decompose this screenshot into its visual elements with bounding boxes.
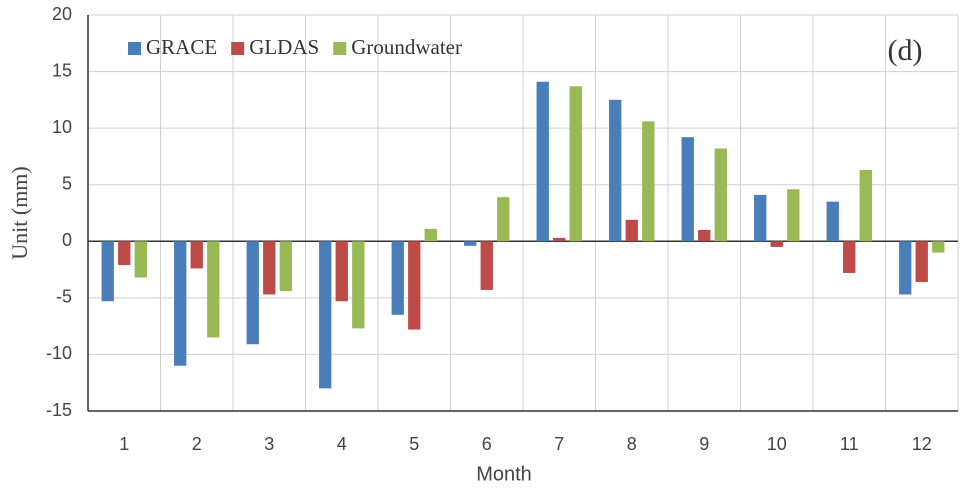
bar <box>335 241 348 302</box>
bar <box>391 241 404 315</box>
bar <box>681 137 694 242</box>
x-tick-label: 12 <box>912 434 932 454</box>
bar <box>190 241 203 269</box>
bar <box>279 241 292 292</box>
bar <box>642 121 655 242</box>
x-tick-label: 4 <box>337 434 347 454</box>
bar <box>174 241 187 366</box>
bar <box>609 99 622 242</box>
y-tick-label: 0 <box>62 230 72 250</box>
legend-label: GLDAS <box>249 35 319 59</box>
bar <box>424 228 437 242</box>
bar <box>915 241 928 283</box>
x-tick-label: 6 <box>482 434 492 454</box>
bar <box>134 241 147 278</box>
bar <box>826 201 839 242</box>
x-tick-label: 11 <box>840 434 859 454</box>
x-tick-label: 1 <box>119 434 129 454</box>
annotation: (d) <box>888 34 923 67</box>
x-tick-label: 7 <box>554 434 564 454</box>
y-tick-label: 5 <box>62 173 72 193</box>
bar <box>843 241 856 273</box>
bar <box>352 241 365 329</box>
bar <box>464 241 477 246</box>
y-tick-label: 20 <box>52 4 72 24</box>
y-tick-label: 15 <box>52 60 72 80</box>
bar <box>497 197 510 242</box>
bar <box>118 241 131 266</box>
y-tick-label: -5 <box>56 287 72 307</box>
bar <box>207 241 220 338</box>
x-tick-label: 8 <box>627 434 637 454</box>
bar <box>787 189 800 242</box>
bar <box>480 241 493 290</box>
bar <box>932 241 945 253</box>
legend-swatch <box>333 42 347 55</box>
bar <box>754 194 767 242</box>
x-axis-label: Month <box>476 463 532 485</box>
bar <box>263 241 276 295</box>
bar <box>536 81 549 242</box>
x-tick-label: 9 <box>699 434 709 454</box>
x-tick-label: 10 <box>767 434 787 454</box>
x-tick-label: 5 <box>409 434 419 454</box>
bar <box>246 241 259 345</box>
bar <box>569 86 582 242</box>
bar <box>101 241 114 302</box>
bar <box>714 148 727 242</box>
bar <box>859 170 872 242</box>
legend-swatch <box>231 42 245 55</box>
bar <box>899 241 912 295</box>
y-tick-label: -10 <box>46 343 72 363</box>
bar <box>408 241 421 330</box>
bar <box>625 219 638 242</box>
bar <box>698 229 711 242</box>
y-tick-label: -15 <box>46 400 72 420</box>
bar <box>553 237 566 242</box>
bar <box>319 241 332 389</box>
x-tick-label: 3 <box>264 434 274 454</box>
x-tick-label: 2 <box>192 434 202 454</box>
legend-swatch <box>128 42 141 55</box>
y-tick-label: 10 <box>52 117 72 137</box>
bar <box>770 241 783 247</box>
legend-label: Groundwater <box>351 35 462 59</box>
y-axis-label: Unit (mm) <box>7 166 32 260</box>
legend-label: GRACE <box>146 35 217 59</box>
